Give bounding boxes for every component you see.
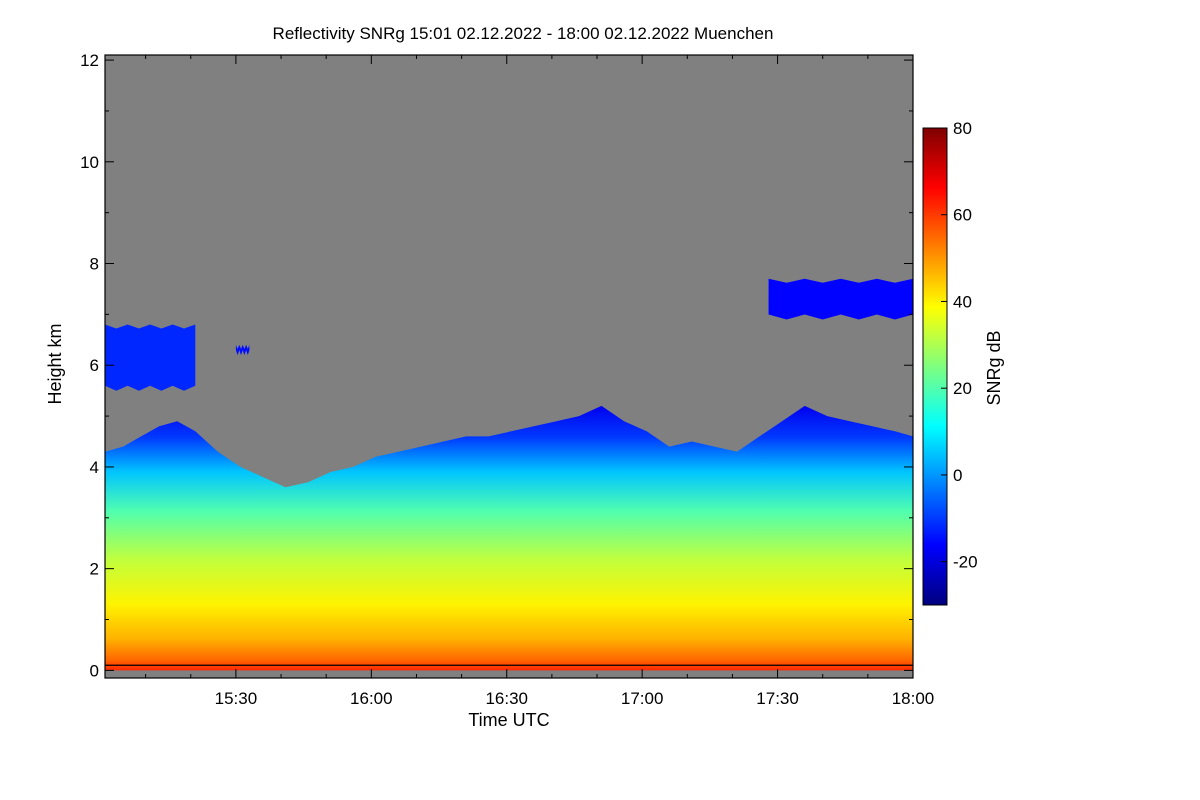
colorbar-scale xyxy=(922,127,948,606)
colorbar-tick-label: 20 xyxy=(953,379,972,398)
y-tick-label: 12 xyxy=(80,51,99,70)
colorbar-tick-label: 60 xyxy=(953,206,972,225)
chart-title: Reflectivity SNRg 15:01 02.12.2022 - 18:… xyxy=(273,24,774,43)
colorbar-tick-label: 0 xyxy=(953,466,962,485)
y-tick-label: 10 xyxy=(80,153,99,172)
colorbar-tick-label: 40 xyxy=(953,292,972,311)
colorbar-ticks: -20 0 20 40 60 80 xyxy=(941,119,978,572)
colorbar-label: SNRg dB xyxy=(984,330,1004,405)
x-tick-label: 17:30 xyxy=(756,689,799,708)
cloud-layer xyxy=(105,324,196,391)
y-tick-label: 4 xyxy=(90,458,99,477)
plot-frame xyxy=(104,54,914,679)
cloud-layer xyxy=(768,278,913,320)
cloud-layer xyxy=(235,344,250,356)
y-tick-label: 0 xyxy=(90,661,99,680)
x-tick-label: 18:00 xyxy=(892,689,935,708)
x-tick-label: 17:00 xyxy=(621,689,664,708)
x-tick-label: 16:00 xyxy=(350,689,393,708)
y-tick-label: 2 xyxy=(90,560,99,579)
x-tick-label: 16:30 xyxy=(485,689,528,708)
y-axis-label: Height km xyxy=(45,323,65,404)
colorbar-tick-label: -20 xyxy=(953,553,978,572)
y-tick-label: 6 xyxy=(90,356,99,375)
plot-area xyxy=(105,55,913,678)
precipitation-echo-band xyxy=(105,405,913,671)
colorbar-tick-label: 80 xyxy=(953,119,972,138)
x-tick-label: 15:30 xyxy=(215,689,258,708)
y-tick-label: 8 xyxy=(90,255,99,274)
x-axis: 15:30 16:00 16:30 17:00 17:30 18:00 xyxy=(145,55,935,708)
cloud-layers xyxy=(105,278,913,391)
y-axis: 0 2 4 6 8 10 12 xyxy=(80,51,913,680)
x-axis-label: Time UTC xyxy=(468,710,549,730)
colorbar: -20 0 20 40 60 80 xyxy=(922,119,978,606)
